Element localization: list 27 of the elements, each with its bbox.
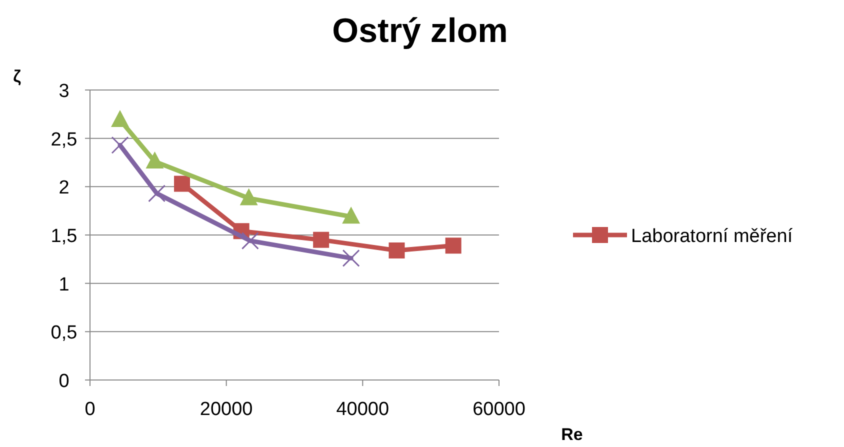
x-axis-title: Re (561, 425, 583, 444)
chart-title: Ostrý zlom (332, 12, 508, 50)
y-tick-label: 1 (58, 274, 70, 296)
legend-label: Laboratorní měření (631, 226, 794, 247)
y-tick-label: 0,5 (50, 322, 78, 344)
point (148, 184, 166, 202)
y-axis-title: ζ (13, 67, 22, 86)
x-tick-label: 60000 (472, 399, 526, 420)
point (388, 242, 405, 258)
point (445, 238, 462, 254)
y-tick-label: 1,5 (50, 226, 78, 247)
y-tick-label: 3 (58, 81, 70, 102)
x-tick-label: 20000 (200, 399, 253, 420)
point (146, 152, 164, 169)
point (342, 249, 360, 267)
y-tick-label: 2,5 (50, 129, 78, 150)
x-tick-label: 40000 (336, 399, 390, 420)
y-tick-label: 0 (58, 371, 70, 392)
point (174, 176, 190, 192)
point (111, 136, 129, 154)
point (342, 206, 360, 224)
point (110, 110, 129, 127)
point (313, 232, 330, 248)
point (240, 188, 258, 206)
point (241, 232, 259, 250)
y-tick-label: 2 (58, 178, 70, 199)
x-tick-label: 0 (84, 399, 96, 420)
